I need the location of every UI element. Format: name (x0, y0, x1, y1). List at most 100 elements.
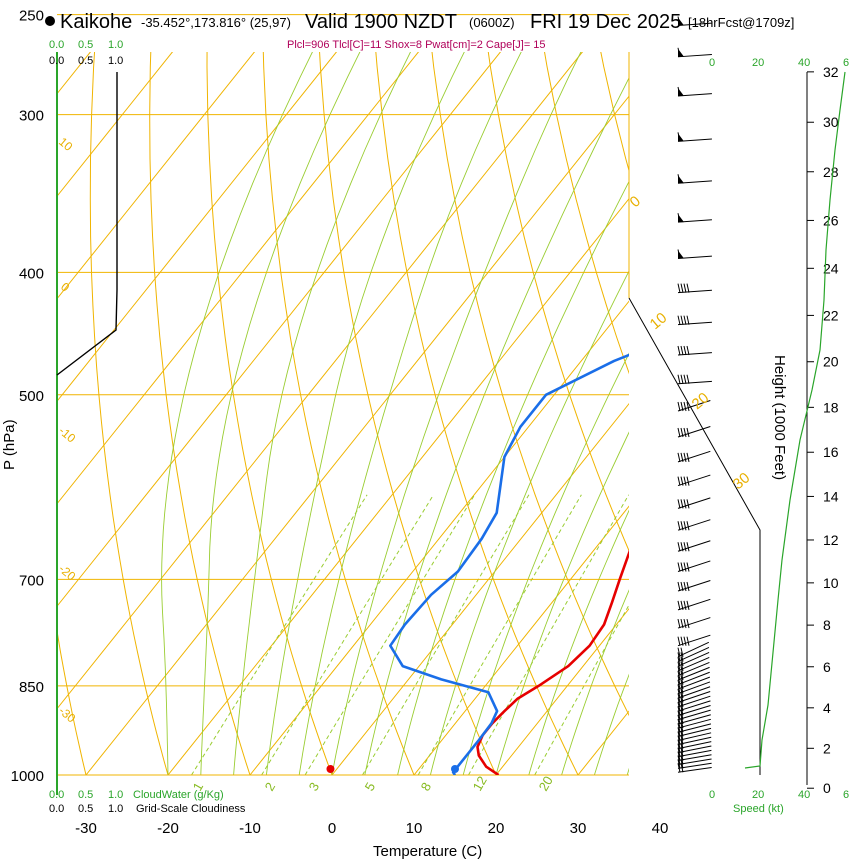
dry-adiabat-line (149, 52, 251, 775)
wind-barb-staff (677, 671, 710, 686)
wind-barb-feather (677, 283, 681, 293)
wind-barb-feather (677, 636, 681, 646)
height-axis-title: Height (1000 Feet) (771, 355, 788, 480)
moist-adiabat-line (265, 52, 465, 775)
wind-barb-staff (677, 741, 712, 750)
wind-barb-feather (683, 401, 687, 412)
wind-barb-feather (686, 600, 690, 610)
surface-temperature-point (326, 765, 335, 773)
mixing-label-20: 20 (536, 773, 556, 793)
dry-adiabat-line (487, 52, 629, 552)
temperature-tick-label: 30 (570, 820, 587, 837)
wind-barb-feather (680, 652, 684, 662)
temperature-tick-label: 0 (328, 820, 336, 837)
cloud-bottom-0: 0.0 (49, 789, 64, 801)
wind-barb-feather (683, 345, 687, 356)
wind-barb-staff (677, 651, 710, 667)
wind-barb-staff (677, 474, 711, 487)
height-tick-label: 18 (823, 399, 839, 415)
wind-barb-staff (677, 745, 712, 754)
wind-barb-feather (680, 675, 684, 685)
wind-barb-staff (677, 634, 711, 647)
mixing-label-2: 2 (262, 780, 279, 794)
mixing-label-3: 3 (306, 780, 323, 794)
wind-barb-feather (680, 714, 684, 724)
wind-barb-feather (686, 636, 690, 646)
moist-adiabat-line (298, 52, 522, 775)
height-tick-label: 12 (823, 532, 839, 548)
valid-time: Valid 1900 NZDT (305, 11, 457, 33)
pressure-tick-label: 500 (19, 388, 44, 405)
wind-barb-feather (683, 374, 687, 384)
mixing-label-5: 5 (362, 780, 379, 794)
wind-barb-pennant (678, 214, 684, 223)
wind-barb-feather (680, 374, 684, 384)
utc-time: (0600Z) (469, 15, 515, 30)
wind-barb-feather (677, 315, 681, 325)
wind-barb-feather (680, 283, 684, 293)
wind-barb-staff (677, 758, 712, 765)
wind-barb-feather (686, 542, 690, 552)
wind-barb-feather (686, 401, 690, 412)
isotherm-line (331, 402, 629, 775)
wind-barb-feather (680, 452, 684, 462)
cloud-bottom-black-2: 1.0 (108, 803, 123, 815)
height-tick-label: 2 (823, 740, 831, 756)
wind-barb-feather (677, 521, 681, 531)
cloud-bottom-2: 1.0 (108, 789, 123, 801)
dry-adiabat-line (89, 52, 169, 775)
wind-barb-staff (677, 723, 712, 733)
wind-barb-feather (680, 521, 684, 531)
mixing-label-8: 8 (418, 780, 435, 794)
thermo-background-lines (57, 36, 850, 775)
dry-adiabat-line (206, 52, 333, 775)
temperature-tick-label: -20 (157, 820, 179, 837)
wind-barb-feather (677, 647, 681, 657)
wind-barb-pennant (678, 175, 684, 184)
wind-barb-staff (677, 497, 711, 509)
height-tick-label: 30 (823, 114, 839, 130)
height-tick-label: 4 (823, 700, 831, 716)
moist-adiabat-line (397, 180, 629, 775)
dry-adiabat-line (262, 52, 415, 775)
wind-barb-feather (677, 499, 681, 509)
wind-barb-feather (686, 452, 690, 462)
wind-barb-feather (680, 476, 684, 486)
isotherm-line (57, 52, 174, 198)
wind-barb-feather (686, 499, 690, 509)
wind-barb-staff (677, 700, 711, 712)
speed-top-1: 20 (752, 57, 764, 69)
mixing-ratio-line (191, 494, 368, 775)
wind-barb-feather (686, 427, 690, 438)
wind-barb-feather (677, 562, 681, 572)
wind-barb-feather (683, 542, 687, 552)
height-tick-label: 22 (823, 307, 839, 323)
wind-barb-feather (686, 562, 690, 572)
speed-bottom-0: 0 (709, 789, 715, 801)
wind-barb-pennant (678, 133, 684, 142)
wind-barb-staff (677, 749, 712, 758)
wind-barb-feather (683, 562, 687, 572)
moist-adiabat-line (561, 589, 629, 775)
speed-top-2: 40 (798, 57, 810, 69)
moist-adiabat-line (593, 673, 629, 775)
wind-barb-pennant (678, 88, 684, 97)
isotherm-label-10-right: 10 (647, 309, 671, 333)
pressure-tick-label: 250 (19, 8, 44, 25)
wind-barb-staff (677, 691, 711, 703)
moist-adiabat-line (331, 52, 582, 775)
wind-barb-feather (680, 636, 684, 646)
wind-barb-feather (680, 701, 684, 712)
mixing-ratio-line (417, 494, 582, 775)
surface-dewpoint-point (451, 765, 459, 773)
moist-adiabat-line (200, 52, 361, 775)
speed-bottom-1: 20 (752, 789, 764, 801)
wind-barb-feather (683, 600, 687, 610)
wind-barb-feather (680, 581, 684, 592)
moist-adiabat-line (364, 76, 629, 775)
mixing-ratio-line (534, 604, 629, 775)
moist-adiabat-line (660, 36, 850, 775)
wind-barb-staff (677, 450, 711, 463)
